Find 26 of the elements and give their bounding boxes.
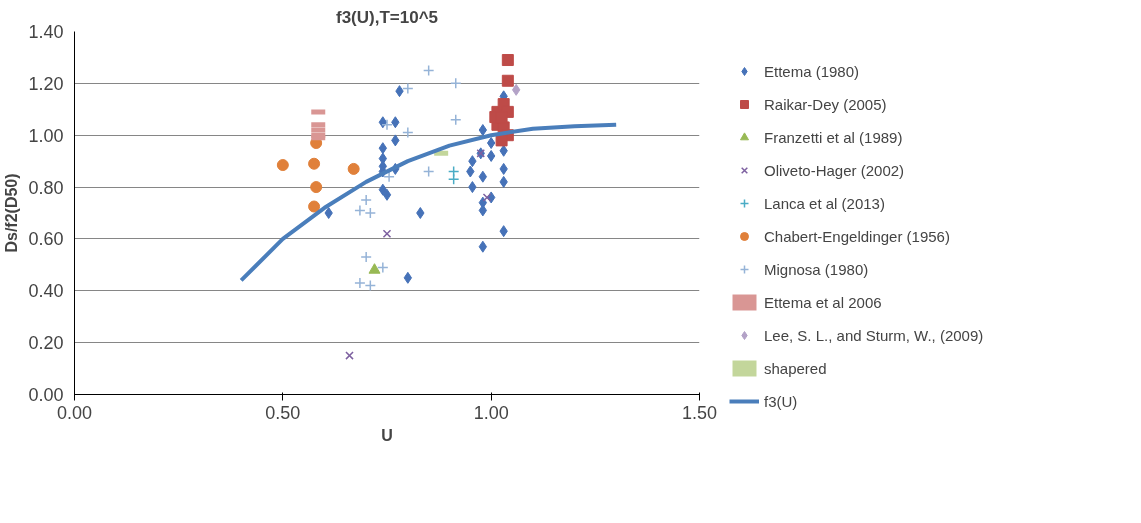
- y-tick-label: 0.80: [28, 177, 64, 198]
- legend-label: Chabert-Engeldinger (1956): [764, 227, 950, 245]
- legend-label: f3(U): [764, 392, 798, 410]
- y-axis-title: Ds/f2(D50): [3, 173, 21, 253]
- y-tick-label: 0.60: [28, 229, 64, 250]
- legend-label: Lee, S. L., and Sturm, W., (2009): [764, 326, 984, 344]
- legend-label: Raikar-Dey (2005): [764, 95, 887, 113]
- legend-label: Franzetti et al (1989): [764, 128, 903, 146]
- legend-label: Oliveto-Hager (2002): [764, 161, 905, 179]
- x-axis-title: U: [381, 426, 393, 444]
- x-tick-label: 0.00: [56, 402, 93, 423]
- x-tick-label: 0.50: [265, 402, 301, 423]
- y-tick-label: 1.40: [28, 22, 64, 42]
- x-tick-label: 1.50: [681, 402, 718, 423]
- y-tick-label: 0.00: [28, 385, 64, 405]
- y-tick-label: 0.20: [28, 333, 64, 354]
- y-tick-label: 1.00: [28, 125, 64, 146]
- y-tick-label: 0.40: [28, 281, 64, 302]
- legend-label: Ettema (1980): [764, 62, 860, 80]
- legend-label: Mignosa (1980): [764, 260, 869, 278]
- chart-title: f3(U),T=10^5: [335, 7, 439, 27]
- x-tick-label: 1.00: [473, 402, 509, 423]
- legend-label: shapered: [764, 359, 827, 377]
- legend-label: Lanca et al (2013): [764, 194, 885, 212]
- legend-label: Ettema et al 2006: [764, 293, 882, 311]
- y-tick-label: 1.20: [28, 73, 64, 94]
